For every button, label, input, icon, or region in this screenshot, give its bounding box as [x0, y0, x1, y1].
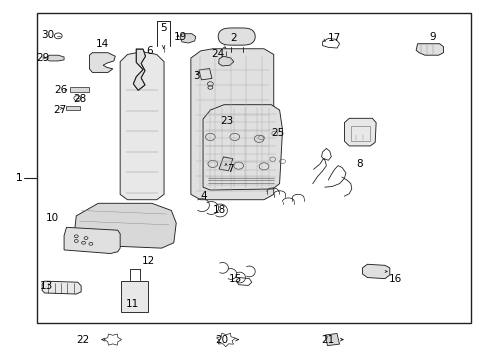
Polygon shape [121, 281, 148, 312]
Text: 1: 1 [15, 173, 22, 183]
Text: 22: 22 [76, 334, 89, 345]
Text: 17: 17 [327, 33, 340, 43]
Text: 16: 16 [387, 274, 401, 284]
Polygon shape [344, 118, 375, 146]
Text: 11: 11 [126, 299, 139, 309]
Text: 29: 29 [36, 53, 49, 63]
Polygon shape [70, 87, 89, 92]
Polygon shape [180, 34, 195, 43]
Text: 14: 14 [96, 39, 109, 49]
Text: 30: 30 [41, 30, 54, 40]
Text: 25: 25 [271, 129, 284, 138]
Text: 4: 4 [200, 191, 207, 201]
Text: 2: 2 [229, 33, 236, 43]
Polygon shape [42, 281, 81, 294]
Text: 1: 1 [15, 173, 22, 183]
Polygon shape [89, 53, 115, 72]
Text: 15: 15 [228, 274, 242, 284]
Text: 18: 18 [212, 206, 225, 216]
Polygon shape [133, 49, 145, 90]
Text: 26: 26 [54, 85, 67, 95]
Text: 8: 8 [356, 159, 363, 169]
Polygon shape [74, 203, 176, 248]
Text: 28: 28 [73, 94, 86, 104]
Text: 12: 12 [142, 256, 155, 266]
Polygon shape [120, 51, 163, 200]
Text: 24: 24 [211, 49, 224, 59]
Polygon shape [218, 28, 255, 45]
Text: 27: 27 [53, 105, 66, 115]
Polygon shape [203, 105, 282, 190]
Text: 13: 13 [40, 281, 53, 291]
Text: 3: 3 [193, 71, 200, 81]
Text: 7: 7 [227, 164, 234, 174]
Polygon shape [415, 44, 443, 55]
Polygon shape [64, 227, 120, 253]
Polygon shape [219, 157, 232, 171]
Polygon shape [190, 49, 273, 200]
Text: 23: 23 [220, 116, 233, 126]
Polygon shape [325, 333, 339, 346]
Text: 10: 10 [45, 213, 59, 222]
Polygon shape [218, 56, 233, 66]
Text: 21: 21 [321, 334, 334, 345]
Text: 9: 9 [429, 32, 435, 41]
Text: 6: 6 [146, 46, 152, 56]
Polygon shape [362, 264, 389, 279]
Text: 5: 5 [160, 23, 166, 33]
Polygon shape [66, 106, 80, 111]
Polygon shape [47, 55, 64, 61]
Text: 19: 19 [173, 32, 187, 41]
Text: 20: 20 [215, 334, 228, 345]
